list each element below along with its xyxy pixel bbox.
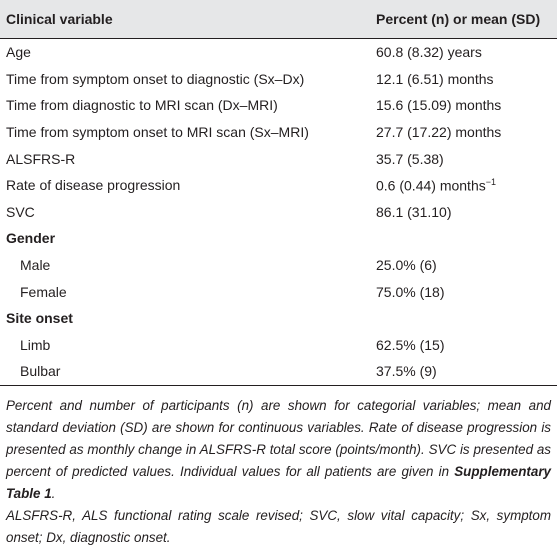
header-row: Clinical variable Percent (n) or mean (S… bbox=[0, 0, 557, 39]
empty-cell bbox=[370, 305, 557, 332]
table-row: Limb 62.5% (15) bbox=[0, 332, 557, 359]
value-text: 37.5% (9) bbox=[376, 363, 437, 380]
footnote-end: . bbox=[51, 485, 56, 501]
label-cell: ALSFRS-R bbox=[6, 150, 76, 167]
label-cell: Limb bbox=[20, 336, 51, 353]
value-text: 35.7 (5.38) bbox=[376, 150, 444, 167]
value-cell: 35.7 (5.38) bbox=[370, 145, 557, 172]
label-cell: Age bbox=[6, 44, 31, 61]
table-row: Site onset bbox=[0, 305, 557, 332]
value-cell: 27.7 (17.22) months bbox=[370, 119, 557, 146]
label-cell: SVC bbox=[6, 203, 35, 220]
table-row: Time from symptom onset to MRI scan (Sx–… bbox=[0, 119, 557, 146]
table-row: Gender bbox=[0, 225, 557, 252]
table-row: Female 75.0% (18) bbox=[0, 278, 557, 305]
label-cell: Bulbar bbox=[0, 358, 370, 386]
label-cell: Male bbox=[20, 257, 51, 274]
abbreviations: ALSFRS-R, ALS functional rating scale re… bbox=[6, 507, 551, 545]
label-cell: Rate of disease progression bbox=[6, 177, 181, 194]
table-row: Age 60.8 (8.32) years bbox=[0, 39, 557, 66]
superscript: −1 bbox=[485, 176, 496, 187]
value-cell: 25.0% (6) bbox=[370, 252, 557, 279]
value-cell: 37.5% (9) bbox=[370, 358, 557, 386]
value-text: 60.8 (8.32) years bbox=[376, 44, 482, 61]
label-cell: Time from diagnostic to MRI scan (Dx–MRI… bbox=[6, 97, 278, 114]
value-cell: 62.5% (15) bbox=[370, 332, 557, 359]
value-cell: 86.1 (31.10) bbox=[370, 199, 557, 226]
data-table: Clinical variable Percent (n) or mean (S… bbox=[0, 0, 557, 386]
table-row: Bulbar 37.5% (9) bbox=[0, 358, 557, 386]
footnote-text: Percent and number of participants (n) a… bbox=[6, 395, 551, 505]
value-text: 86.1 (31.10) bbox=[376, 203, 452, 220]
label-cell: Time from symptom onset to diagnostic (S… bbox=[6, 70, 305, 87]
table-body: Age 60.8 (8.32) years Time from symptom on… bbox=[0, 39, 557, 386]
table-row: Time from diagnostic to MRI scan (Dx–MRI… bbox=[0, 92, 557, 119]
footnote-main: Percent and number of participants (n) a… bbox=[6, 397, 551, 479]
value-text: 15.6 (15.09) months bbox=[376, 97, 502, 114]
header-cell: Clinical variable bbox=[0, 0, 370, 39]
footnote-link: Supplementary Table 1 bbox=[6, 463, 551, 501]
value-text: 62.5% (15) bbox=[376, 336, 445, 353]
table-row: Rate of disease progression 0.6 (0.44) mo… bbox=[0, 172, 557, 199]
table-row: SVC 86.1 (31.10) bbox=[0, 199, 557, 226]
section-cell: Site onset bbox=[6, 310, 73, 327]
value-cell: 15.6 (15.09) months bbox=[370, 92, 557, 119]
section-cell: Gender bbox=[6, 230, 56, 247]
value-cell: 60.8 (8.32) years bbox=[370, 39, 557, 66]
value-cell: 0.6 (0.44) months−1 bbox=[370, 172, 557, 199]
value-cell: 75.0% (18) bbox=[370, 278, 557, 305]
empty-cell bbox=[370, 225, 557, 252]
value-text: 75.0% (18) bbox=[376, 283, 445, 300]
value-text: 25.0% (6) bbox=[376, 257, 437, 274]
footnote: Percent and number of participants (n) a… bbox=[0, 386, 557, 549]
table-row: Male 25.0% (6) bbox=[0, 252, 557, 279]
label-cell: Time from symptom onset to MRI scan (Sx–… bbox=[6, 124, 309, 141]
header-cell: Percent (n) or mean (SD) bbox=[370, 0, 557, 39]
table-row: ALSFRS-R 35.7 (5.38) bbox=[0, 145, 557, 172]
value-text: 0.6 (0.44) months bbox=[376, 177, 486, 194]
value-cell: 12.1 (6.51) months bbox=[370, 66, 557, 93]
value-text: 27.7 (17.22) months bbox=[376, 124, 502, 141]
label-cell: Female bbox=[20, 283, 67, 300]
table-head: Clinical variable Percent (n) or mean (S… bbox=[0, 0, 557, 39]
table-row: Time from symptom onset to diagnostic (S… bbox=[0, 66, 557, 93]
value-text: 12.1 (6.51) months bbox=[376, 70, 494, 87]
